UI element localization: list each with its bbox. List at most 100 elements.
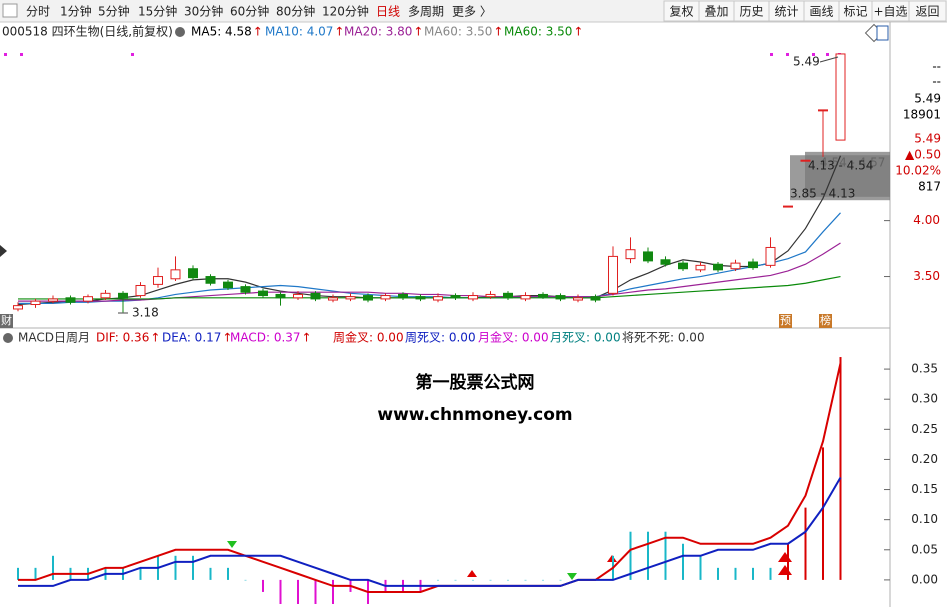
signal-triangle [778,565,792,575]
macd-bar [524,579,527,581]
scroll-arrow[interactable] [0,245,7,257]
toolbar-button[interactable]: 返回 [915,5,939,19]
candle-body [380,295,391,300]
macd-bar [769,567,772,580]
toolbar-tab[interactable]: 更多 〉 [452,5,492,19]
toolbar-button[interactable]: 叠加 [704,5,728,19]
candle-body [258,290,268,297]
candle-body [328,297,338,301]
candle-body [118,292,128,299]
macd-line [18,362,842,593]
macd-bar [192,555,194,580]
event-marker-bg[interactable] [779,314,792,328]
candle-body [433,296,443,301]
toolbar-button-frame[interactable] [908,0,947,22]
macd-bar [454,579,457,581]
signal-dot [770,53,773,56]
macd-bar [839,357,842,580]
candle-body [363,295,373,301]
candle-body [678,262,688,270]
toolbar-tab[interactable]: 80分钟 [276,4,315,19]
y-tick-label: 0.30 [911,392,938,406]
price-annotation: 3.18 [132,306,159,320]
macd-bar [699,555,702,580]
macd-bar [244,579,247,581]
signal-arrow [467,570,477,577]
candle-body [275,293,286,299]
indicator-label: MA10: 4.07 [265,25,333,39]
macd-bar [314,579,317,604]
indicator-arrow: ↑ [413,25,423,39]
candle-body [660,259,671,265]
toolbar-tab[interactable]: 1分钟 [60,4,92,19]
candle-body [748,261,758,269]
event-marker[interactable]: 预 [780,314,791,327]
toolbar-tab[interactable]: 日线 [376,5,400,19]
candle-body [135,284,146,297]
candle-body [205,276,216,284]
toolbar-button[interactable]: 历史 [739,5,763,19]
toolbar-tab[interactable]: 30分钟 [184,4,223,19]
menu-icon[interactable] [2,3,18,18]
indicator-label: 月金叉: 0.00 [478,330,549,345]
indicator-label: MA60: 3.50 [504,25,572,39]
event-marker-bg[interactable] [0,314,13,328]
candle-body [415,296,426,300]
toolbar-button[interactable]: +自选 [873,5,907,19]
side-info: 18901 [903,108,941,122]
panel-icon[interactable] [876,25,889,41]
toolbar-button[interactable]: 统计 [774,5,798,19]
toolbar-tab[interactable]: 5分钟 [98,4,130,19]
indicator-label: DEA: 0.17 [162,331,221,345]
toolbar-tab[interactable]: 120分钟 [322,4,369,19]
annotation-pointer [819,56,839,63]
price-annotation: 5.49 [793,55,820,69]
settings-icon[interactable] [175,27,185,37]
candle-body [153,276,163,285]
indicator-label: MACD日周月 [18,331,90,345]
candle-body [293,293,303,299]
signal-triangle [778,552,792,562]
y-tick-label: 0.15 [911,482,938,496]
macd-bar [489,579,492,581]
macd-bar [629,531,632,580]
gap-box [790,155,890,201]
macd-bar [822,447,824,580]
y-tick-label: 0.35 [911,362,938,376]
ma-line [18,275,841,300]
macd-bar [717,567,719,580]
event-marker[interactable]: 财 [1,313,12,327]
macd-bar [559,579,562,581]
indicator-label: MACD: 0.37 [230,331,301,345]
indicator-label: MA5: 4.58 [191,25,252,39]
y-tick-label: 0.10 [911,512,938,526]
candle-body [590,296,601,301]
chart-title: 000518 四环生物(日线,前复权) [2,24,173,39]
event-marker-bg[interactable] [819,314,832,328]
toolbar-tab[interactable]: 60分钟 [230,4,269,19]
toolbar-tab[interactable]: 分时 [26,5,50,19]
indicator-arrow: ↑ [334,25,344,39]
candle-body [13,305,23,310]
macd-bar [262,579,264,592]
indicator-label: 月死叉: 0.00 [550,331,621,345]
candle-body [345,296,356,300]
toolbar-tab[interactable]: 15分钟 [138,4,177,19]
signal-arrow [227,541,237,548]
event-marker[interactable]: 榜 [820,313,831,327]
candle-body [30,300,41,306]
watermark: www.chnmoney.com [377,405,572,425]
toolbar-tab[interactable]: 多周期 [408,5,444,19]
side-info: -- [932,60,941,74]
signal-dots [4,53,841,56]
macd-bar [682,543,684,580]
toolbar-button[interactable]: 复权 [669,5,693,19]
macd-bar [647,531,649,580]
signal-dot [131,53,134,56]
candle-body [48,298,58,302]
settings-icon[interactable] [3,333,13,343]
candle-body [170,269,181,280]
toolbar-button[interactable]: 画线 [809,5,833,19]
toolbar-button[interactable]: 标记 [843,5,867,19]
